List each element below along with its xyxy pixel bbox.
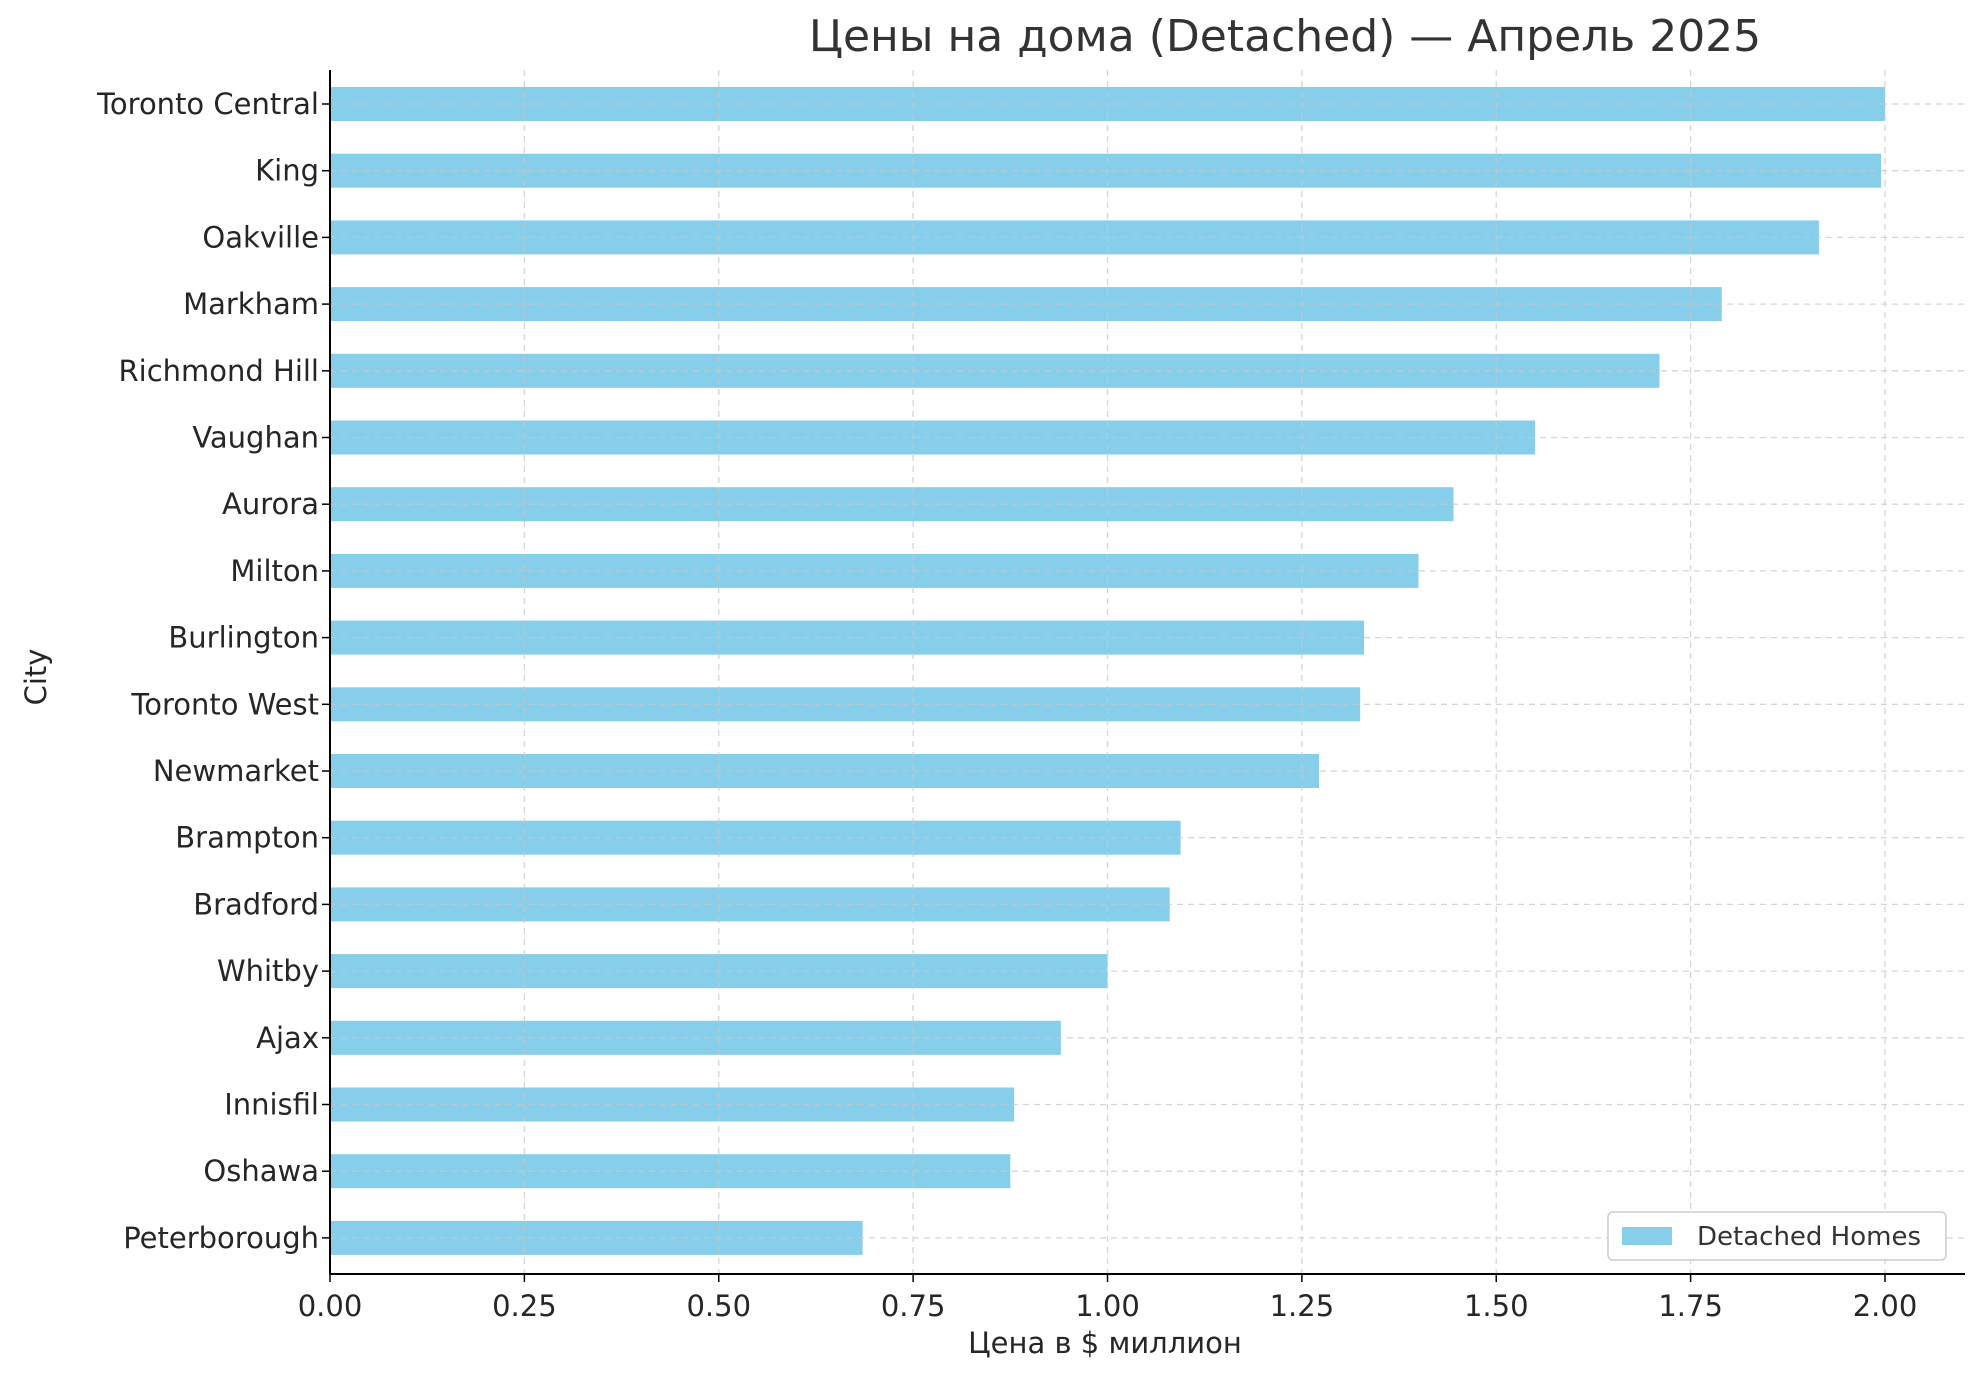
legend-swatch [1622,1227,1672,1245]
y-tick-label: Brampton [175,821,319,855]
y-tick-label: Aurora [222,487,319,521]
y-tick-label: Oshawa [203,1154,319,1188]
legend-frame [1607,1211,1947,1261]
y-tick-label: Bradford [193,887,319,921]
y-ticks: Toronto Central King Oakville Markham Richmo… [96,87,330,1255]
bar [330,820,1181,855]
x-tick-label: 1.75 [1658,1289,1723,1323]
chart-title: Цены на дома (Detached) — Апрель 2025 [809,11,1761,62]
bar [330,754,1319,788]
x-tick-label: 1.25 [1270,1289,1335,1323]
y-tick-label: Whitby [217,954,319,988]
x-tick-label: 0.25 [492,1289,557,1323]
y-tick-label: Ajax [256,1021,319,1055]
y-tick-label: King [255,154,319,188]
x-ticks: 0.00 0.25 0.50 0.75 1.00 1.25 1.50 1.75 2.00 [298,1274,1918,1323]
x-axis-title: Цена в $ миллион [968,1326,1242,1360]
bar [330,220,1819,255]
grid [329,70,1965,1274]
y-axis-title: City [19,649,53,706]
y-tick-label: Newmarket [153,754,319,788]
y-tick-label: Markham [183,287,319,321]
legend-label: Detached Homes [1697,1222,1921,1252]
axes [329,70,1965,1275]
y-tick-label: Oakville [202,220,319,254]
y-tick-label: Toronto Central [96,87,319,121]
y-tick-label: Vaughan [192,421,319,455]
legend: Detached Homes [1607,1211,1947,1261]
y-tick-label: Toronto West [130,687,319,721]
x-tick-label: 0.75 [881,1289,946,1323]
x-tick-label: 1.00 [1075,1289,1140,1323]
y-tick-label: Innisfil [224,1088,319,1122]
y-tick-label: Richmond Hill [118,354,319,388]
x-tick-label: 2.00 [1853,1289,1918,1323]
y-tick-label: Peterborough [123,1221,319,1255]
y-tick-label: Burlington [168,621,319,655]
x-tick-label: 0.00 [298,1289,363,1323]
x-tick-label: 0.50 [686,1289,751,1323]
x-tick-label: 1.50 [1464,1289,1529,1323]
y-tick-label: Milton [230,554,319,588]
